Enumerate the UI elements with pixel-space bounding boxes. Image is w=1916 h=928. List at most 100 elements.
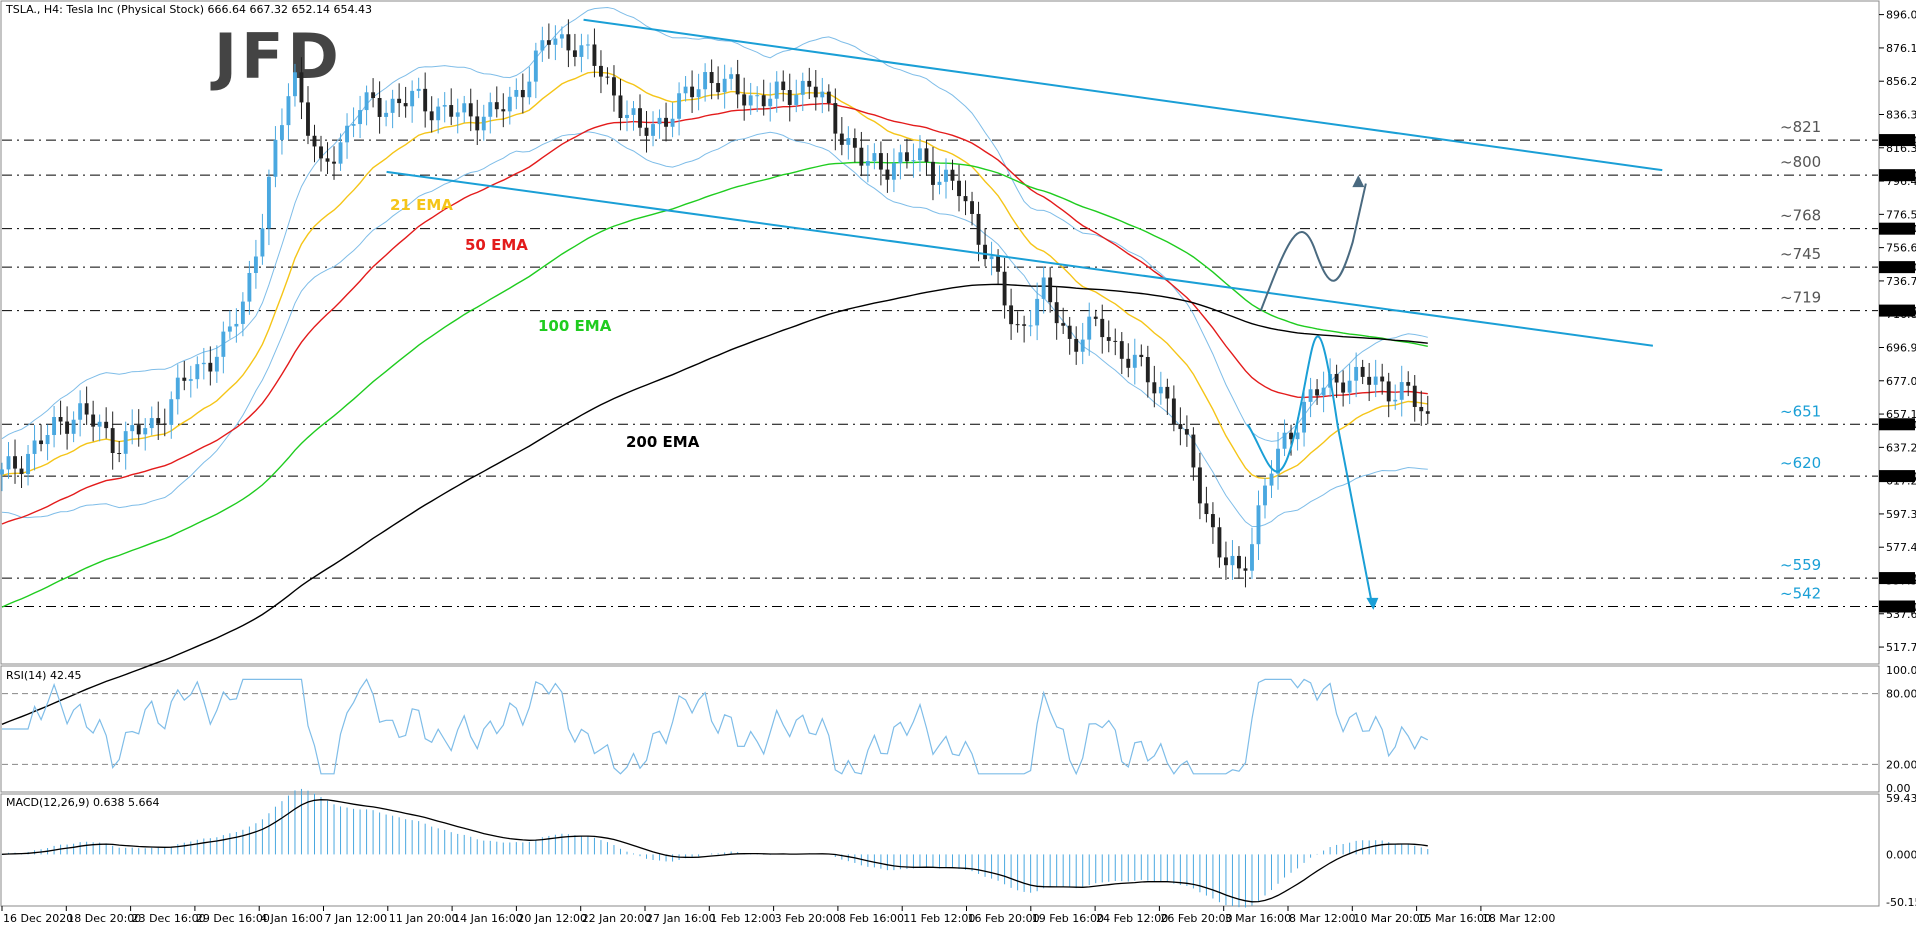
trend-channel	[386, 18, 1663, 347]
candle-body	[800, 80, 805, 95]
candle-body	[683, 86, 688, 94]
candle-body	[488, 102, 493, 117]
rsi-y-axis: 100.00 80.00 20.00 0.00	[1886, 664, 1916, 795]
candle-body	[188, 379, 193, 381]
level-price-tag-text: 821.00	[1882, 134, 1916, 147]
candle-body	[585, 44, 590, 46]
candle-body	[527, 81, 532, 98]
candle-body	[898, 152, 903, 164]
price-tick-label: 517.74	[1886, 641, 1916, 654]
price-tick-label: 557.56	[1886, 574, 1916, 587]
candle-body	[13, 456, 17, 469]
candle-body	[696, 89, 701, 98]
candle-body	[918, 148, 922, 161]
level-price-tag	[1879, 304, 1915, 317]
candle-body	[1009, 305, 1014, 325]
candle-body	[65, 421, 70, 434]
candle-body	[1354, 366, 1359, 381]
candle-body	[1334, 373, 1339, 383]
price-tick-label: 617.29	[1886, 475, 1916, 488]
price-tick-label: 537.65	[1886, 608, 1916, 621]
candle-body	[703, 72, 708, 90]
level-price-tag-text: 745.00	[1882, 261, 1916, 274]
level-price-tag-text: 620.00	[1882, 470, 1916, 483]
level-price-tag	[1879, 261, 1915, 274]
candle-body	[1269, 473, 1274, 486]
candle-body	[1113, 340, 1118, 342]
candle-body	[1295, 432, 1300, 440]
candle-body	[123, 431, 128, 454]
candle-body	[950, 169, 955, 181]
candle-body	[937, 181, 942, 185]
candle-body	[84, 403, 89, 415]
candle-body	[475, 116, 480, 131]
candle-body	[286, 96, 291, 126]
candle-body	[1041, 277, 1046, 299]
candle-body	[117, 453, 122, 454]
level-label: ~768	[1780, 207, 1821, 225]
rsi-tick-label: 100.00	[1886, 664, 1916, 677]
candle-body	[507, 96, 512, 112]
time-tick-label: 19 Feb 16:00	[1032, 912, 1104, 925]
candle-body	[91, 414, 96, 427]
candle-body	[631, 108, 636, 115]
candle-body	[71, 419, 76, 434]
candle-body	[156, 418, 161, 424]
candle-body	[1256, 505, 1261, 545]
candle-body	[1380, 376, 1385, 382]
candle-body	[566, 34, 571, 51]
candle-body	[247, 272, 252, 302]
ema200-label: 200 EMA	[626, 433, 700, 451]
candle-body	[768, 98, 773, 107]
candle-body	[1074, 338, 1079, 352]
level-label: ~800	[1780, 153, 1821, 171]
candle-body	[371, 92, 376, 99]
level-label: ~559	[1780, 556, 1821, 574]
candle-body	[931, 161, 935, 185]
level-label: ~542	[1780, 585, 1821, 603]
price-tick-label: 577.47	[1886, 541, 1916, 554]
candle-body	[1276, 448, 1280, 474]
level-label: ~745	[1780, 245, 1821, 263]
price-tick-label: 776.57	[1886, 208, 1916, 221]
level-price-tag	[1879, 572, 1915, 585]
price-tick-label: 816.39	[1886, 142, 1916, 155]
candle-body	[1015, 324, 1020, 326]
time-tick-label: 14 Jan 16:00	[453, 912, 523, 925]
candle-body	[143, 428, 148, 435]
projection-down-arrowhead	[1366, 597, 1379, 610]
level-price-tag	[1879, 600, 1915, 613]
candle-body	[442, 105, 447, 107]
candle-body	[865, 160, 870, 166]
candle-body	[221, 331, 226, 357]
candle-body	[494, 102, 499, 110]
candle-body	[312, 135, 317, 147]
candle-body	[612, 77, 616, 96]
price-tick-label: 896.05	[1886, 9, 1916, 22]
time-tick-label: 29 Dec 16:00	[196, 912, 270, 925]
rsi-tick-label: 20.00	[1886, 758, 1916, 771]
level-price-tag	[1879, 470, 1915, 483]
ema21-line	[1, 71, 1428, 480]
time-tick-label: 24 Feb 12:00	[1096, 912, 1168, 925]
candle-body	[1080, 339, 1085, 352]
macd-panel-frame	[0, 793, 1880, 907]
rsi-header: RSI(14) 42.45	[6, 669, 81, 682]
time-tick-label: 8 Mar 12:00	[1289, 912, 1355, 925]
candle-body	[1223, 557, 1228, 566]
candle-body	[1197, 467, 1202, 504]
projection-down-path	[1246, 335, 1373, 602]
candle-body	[364, 92, 369, 111]
candle-body	[306, 102, 310, 136]
candle-body	[1022, 324, 1027, 326]
candle-body	[345, 125, 349, 143]
candle-body	[1250, 544, 1254, 571]
candle-body	[429, 111, 434, 121]
candle-body	[6, 456, 11, 470]
candle-body	[136, 425, 141, 435]
candle-body	[416, 88, 421, 91]
rsi-tick-label: 80.00	[1886, 688, 1916, 701]
candle-body	[358, 110, 363, 125]
candle-body	[826, 91, 831, 104]
